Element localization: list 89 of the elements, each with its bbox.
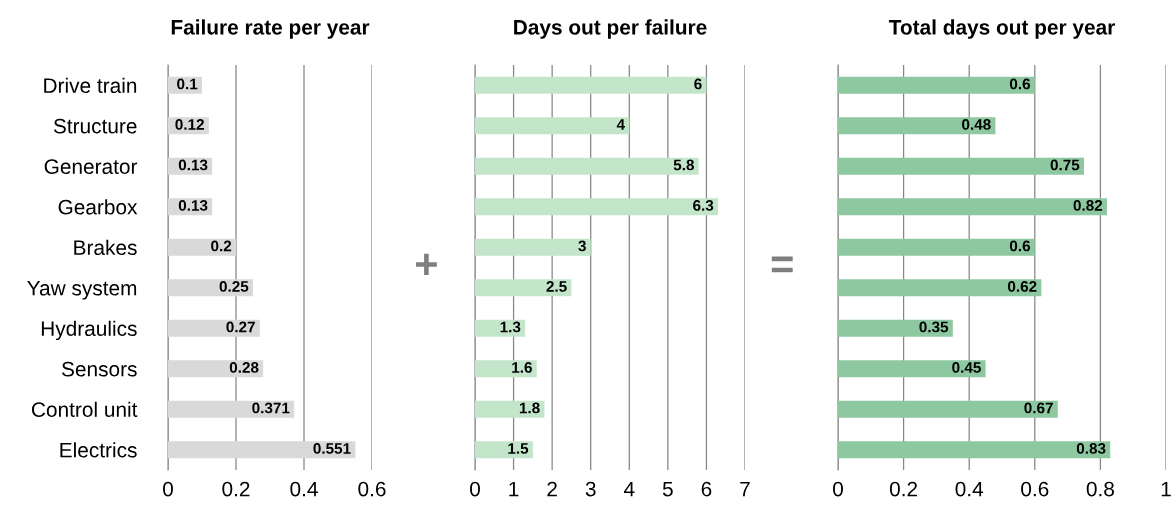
x-tick-label: 3	[585, 481, 596, 497]
data-label: 1.3	[500, 321, 521, 333]
x-tick-label: 0	[163, 481, 173, 497]
bar	[838, 319, 953, 337]
text: +	[415, 253, 437, 275]
x-tick-label: 0	[470, 481, 480, 497]
y-tick-label: Drive train	[44, 77, 137, 93]
data-label: 0.13	[178, 159, 208, 171]
y-tick-label: Gearbox	[58, 199, 138, 215]
bar	[838, 238, 1035, 256]
bar	[168, 279, 253, 297]
data-label: 3	[578, 240, 586, 252]
bar	[475, 319, 526, 337]
data-label: 0.75	[1050, 159, 1080, 171]
bar	[168, 319, 260, 337]
bar	[838, 400, 1058, 418]
data-label: 6.3	[693, 200, 714, 211]
y-tick-label: Generator	[44, 159, 138, 174]
y-tick-label: Control unit	[31, 401, 138, 417]
x-tick-label: 0.6	[1021, 481, 1049, 497]
data-label: 0.551	[313, 443, 351, 454]
bar	[475, 157, 699, 175]
data-label: 0.35	[919, 321, 949, 333]
data-label: 0.371	[252, 402, 290, 414]
chart-title: Total days out per year	[888, 19, 1115, 39]
x-tick-label: 2	[547, 481, 557, 497]
x-tick-label: 0.4	[290, 481, 318, 497]
bar	[475, 400, 545, 418]
data-label: 6	[694, 78, 702, 90]
x-tick-label: 4	[623, 481, 635, 497]
x-tick-label: 0.2	[889, 481, 918, 497]
bar	[475, 360, 537, 378]
bar	[838, 117, 996, 135]
x-tick-label: 0	[833, 481, 843, 497]
data-label: 0.83	[1076, 443, 1106, 454]
bar	[475, 279, 572, 297]
x-tick-label: 7	[740, 481, 750, 497]
data-label: 0.1	[177, 78, 198, 90]
y-tick-label: Yaw system	[27, 280, 137, 300]
bar	[168, 441, 356, 459]
data-label: 0.13	[178, 200, 208, 211]
x-tick-label: 1	[1161, 481, 1171, 497]
bar	[475, 76, 707, 94]
data-label: 0.6	[1009, 78, 1031, 90]
bar	[475, 198, 718, 216]
data-label: 0.6	[1009, 240, 1031, 252]
bar	[838, 157, 1084, 175]
x-tick-label: 1	[509, 481, 519, 497]
data-label: 0.28	[229, 362, 259, 373]
bar	[168, 400, 295, 418]
data-label: 1.8	[519, 402, 540, 414]
bar	[838, 279, 1042, 297]
x-tick-label: 0.4	[955, 481, 984, 497]
data-label: 5.8	[673, 159, 694, 171]
chart-title: Days out per failure	[514, 19, 707, 39]
bar	[168, 238, 236, 256]
y-tick-label: Electrics	[60, 442, 137, 458]
data-label: 2.5	[546, 281, 567, 292]
y-tick-label: Brakes	[74, 239, 137, 255]
data-label: 0.67	[1024, 402, 1053, 414]
data-label: 0.25	[219, 281, 249, 292]
bar	[838, 76, 1035, 94]
data-label: 1.5	[508, 443, 529, 454]
data-label: 0.2	[211, 240, 232, 252]
data-label: 0.48	[962, 119, 991, 130]
x-tick-label: 0.6	[358, 481, 386, 497]
x-tick-label: 6	[701, 481, 712, 497]
data-label: 0.27	[226, 321, 255, 333]
bar	[168, 360, 264, 378]
y-tick-label: Hydraulics	[41, 320, 137, 341]
x-tick-label: 0.2	[222, 481, 250, 497]
bar	[838, 198, 1107, 216]
bar	[475, 441, 533, 459]
data-label: 0.45	[952, 362, 981, 373]
x-tick-label: 5	[662, 481, 673, 497]
x-tick-label: 0.8	[1086, 481, 1114, 497]
chart-title: Failure rate per year	[171, 19, 370, 39]
bar	[475, 117, 630, 135]
data-label: 0.62	[1007, 281, 1037, 292]
y-tick-label: Structure	[53, 118, 137, 134]
data-label: 0.82	[1073, 200, 1103, 211]
y-tick-label: Sensors	[61, 361, 137, 377]
data-label: 4	[616, 119, 625, 130]
bar	[475, 238, 591, 256]
data-label: 1.6	[512, 362, 532, 373]
bar	[838, 360, 986, 378]
text: =	[771, 256, 793, 273]
bar	[838, 441, 1111, 459]
data-label: 0.12	[175, 119, 204, 130]
